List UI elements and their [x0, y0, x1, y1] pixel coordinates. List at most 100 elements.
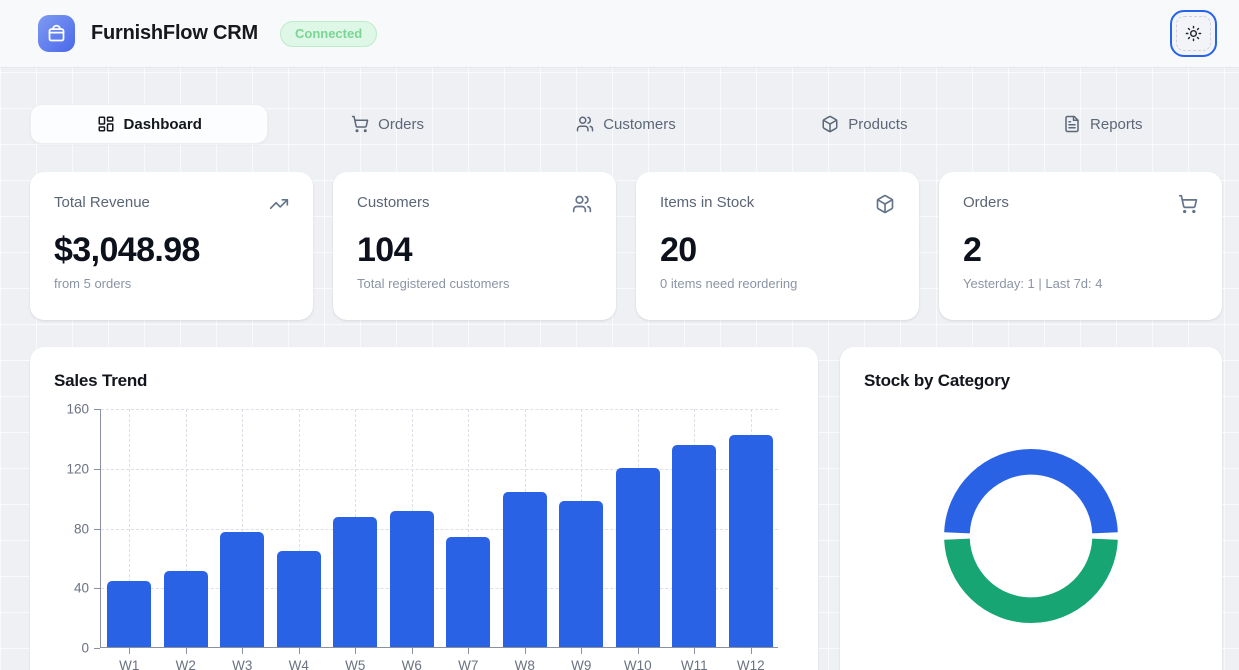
- x-axis-tick-label: W4: [288, 658, 309, 670]
- stat-value: 104: [357, 231, 413, 269]
- tab-label: Dashboard: [123, 115, 202, 133]
- tab-customers[interactable]: Customers: [507, 104, 745, 144]
- sales-trend-title: Sales Trend: [54, 371, 148, 390]
- bar-W7[interactable]: [446, 536, 491, 647]
- stat-cards-row: Total Revenue $3,048.98 from 5 orders Cu…: [30, 172, 1222, 320]
- h-gridline: [101, 468, 778, 470]
- y-axis-tick: [94, 409, 100, 410]
- bar-W6[interactable]: [389, 511, 434, 647]
- y-axis-tick-label: 120: [66, 461, 89, 477]
- x-axis-tick: [242, 648, 244, 654]
- app-header: FurnishFlow CRM Connected: [0, 0, 1239, 68]
- bar-W12[interactable]: [728, 434, 773, 647]
- x-axis-tick-label: W12: [736, 658, 765, 670]
- bar-chart-plot-area: 0 40 80 120 160 W1 W2 W3 W4 W5 W6 W7 W8 W9 W10 W11 W12: [66, 402, 778, 670]
- app-logo: [38, 15, 75, 52]
- stat-label: Total Revenue: [54, 194, 150, 211]
- x-axis-tick-label: W8: [514, 658, 535, 670]
- bar-W4[interactable]: [276, 551, 321, 647]
- app-title: FurnishFlow CRM: [91, 22, 258, 44]
- x-axis-tick: [637, 648, 639, 654]
- tab-label: Reports: [1090, 115, 1143, 133]
- bar-W11[interactable]: [672, 445, 717, 647]
- stat-card-customers: Customers 104 Total registered customers: [333, 172, 616, 320]
- sales-trend-card: Sales Trend 0 40 80 120 160 W1 W2 W3 W4 W5 W6 W7 W8 W…: [30, 347, 818, 670]
- bar-W10[interactable]: [615, 467, 660, 647]
- sun-icon: [1185, 25, 1202, 42]
- x-axis-tick-label: W11: [680, 658, 708, 670]
- stat-label: Orders: [963, 194, 1009, 211]
- tab-orders[interactable]: Orders: [268, 104, 506, 144]
- cart-icon: [351, 115, 369, 133]
- stat-label: Items in Stock: [660, 194, 755, 211]
- y-axis-tick: [94, 528, 100, 530]
- x-axis-tick-label: W9: [571, 658, 592, 670]
- stat-subtext: Yesterday: 1 | Last 7d: 4: [963, 276, 1103, 291]
- x-axis-tick-label: W2: [175, 658, 196, 670]
- v-gridline: [298, 409, 300, 647]
- y-axis-tick-label: 0: [81, 640, 89, 656]
- stat-value: 20: [660, 231, 697, 269]
- x-axis-tick-label: W7: [458, 658, 479, 670]
- x-axis-tick-label: W1: [119, 658, 140, 670]
- stat-card-items-in-stock: Items in Stock 20 0 items need reorderin…: [636, 172, 919, 320]
- v-gridline: [468, 409, 470, 647]
- x-axis-tick-label: W10: [623, 658, 652, 670]
- stat-value: 2: [963, 231, 982, 269]
- tab-label: Products: [848, 115, 908, 133]
- tab-reports[interactable]: Reports: [984, 104, 1222, 144]
- x-axis-tick: [185, 648, 187, 654]
- x-axis-tick: [298, 648, 300, 654]
- connection-status-badge: Connected: [279, 20, 378, 47]
- h-gridline: [101, 409, 778, 410]
- v-gridline: [242, 409, 244, 647]
- y-axis-tick-label: 160: [66, 401, 89, 417]
- stat-subtext: 0 items need reordering: [660, 276, 798, 291]
- tab-label: Customers: [603, 115, 676, 133]
- x-axis-tick: [581, 648, 583, 654]
- users-icon: [576, 115, 594, 133]
- tab-products[interactable]: Products: [745, 104, 983, 144]
- donut-segment-1[interactable]: [944, 448, 1118, 534]
- stat-label: Customers: [357, 194, 430, 211]
- stat-subtext: from 5 orders: [54, 276, 132, 291]
- bar-W3[interactable]: [220, 532, 265, 647]
- x-axis-tick: [468, 648, 470, 654]
- charts-row: Sales Trend 0 40 80 120 160 W1 W2 W3 W4 W5 W6 W7 W8 W…: [30, 347, 1222, 670]
- y-axis-tick: [94, 648, 100, 649]
- stat-value: $3,048.98: [54, 231, 200, 269]
- tab-label: Orders: [378, 115, 425, 133]
- x-axis-tick-label: W3: [232, 658, 253, 670]
- x-axis-tick: [694, 648, 696, 654]
- h-gridline: [101, 588, 778, 590]
- v-gridline: [129, 409, 131, 647]
- x-axis-tick-label: W6: [401, 658, 422, 670]
- stat-subtext: Total registered customers: [357, 276, 510, 291]
- stock-by-category-title: Stock by Category: [864, 371, 1010, 390]
- x-axis-tick: [750, 648, 752, 654]
- stock-by-category-card: Stock by Category: [840, 347, 1222, 670]
- stat-card-total-revenue: Total Revenue $3,048.98 from 5 orders: [30, 172, 313, 320]
- x-axis-tick-label: W5: [345, 658, 366, 670]
- trending-up-icon: [269, 194, 289, 214]
- bar-W8[interactable]: [502, 491, 547, 647]
- tab-dashboard[interactable]: Dashboard: [30, 104, 269, 144]
- x-axis-tick: [411, 648, 413, 654]
- donut-segment-2[interactable]: [944, 538, 1118, 624]
- bar-W1[interactable]: [107, 581, 152, 647]
- stat-card-orders: Orders 2 Yesterday: 1 | Last 7d: 4: [939, 172, 1222, 320]
- main-nav: Dashboard Orders Customers Products: [30, 104, 1222, 144]
- h-gridline: [101, 528, 778, 530]
- y-axis-tick-label: 80: [73, 521, 89, 536]
- theme-toggle-button[interactable]: [1170, 10, 1217, 57]
- bar-W5[interactable]: [333, 517, 378, 647]
- package-icon: [875, 194, 895, 214]
- sales-trend-bar-chart: 0 40 80 120 160 W1 W2 W3 W4 W5 W6 W7 W8 W9 W10 W11 W12: [30, 402, 818, 670]
- package-icon: [821, 115, 839, 133]
- x-axis-tick: [524, 648, 526, 654]
- v-gridline: [185, 409, 187, 647]
- bar-W9[interactable]: [559, 500, 604, 647]
- users-icon: [572, 194, 592, 214]
- x-axis-tick: [355, 648, 357, 654]
- bar-W2[interactable]: [163, 570, 208, 647]
